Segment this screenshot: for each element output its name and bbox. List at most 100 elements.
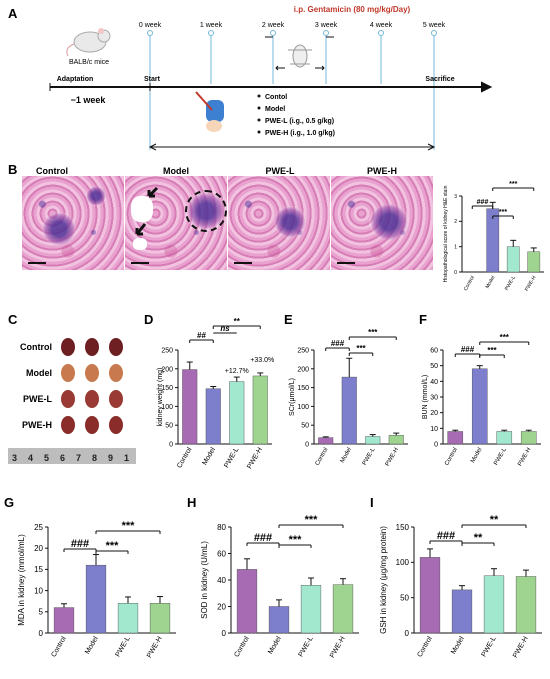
clipped-mouse-icon — [275, 44, 325, 71]
y-axis-label: kidney weight (mg) — [157, 368, 164, 427]
x-tick-label: Control — [233, 635, 251, 658]
y-tick-label: 20 — [217, 602, 226, 611]
week-2-label: 2 week — [262, 22, 285, 29]
panel-letter: G — [4, 495, 14, 510]
y-tick-label: 150 — [396, 523, 410, 532]
scale-bar — [28, 262, 46, 264]
x-tick-label: Model — [201, 446, 217, 466]
significance-label: *** — [122, 520, 136, 532]
y-tick-label: 20 — [430, 410, 438, 417]
y-tick-label: 150 — [161, 385, 173, 392]
ruler: 3 4 5 6 7 8 9 1 — [8, 448, 136, 464]
y-tick-label: 100 — [396, 558, 410, 567]
x-tick-label: PWE-L — [223, 446, 240, 469]
ruler-mark-4: 4 — [28, 453, 33, 463]
x-tick-label: Model — [450, 635, 466, 655]
bar — [483, 575, 505, 634]
bar — [365, 436, 381, 445]
y-tick-label: 50 — [301, 423, 309, 430]
bar — [520, 431, 537, 445]
panel-letter: D — [144, 312, 153, 327]
bar — [419, 557, 441, 634]
significance-label: ### — [254, 532, 272, 544]
ruler-mark-1: 1 — [124, 453, 129, 463]
y-tick-label: 40 — [217, 576, 226, 585]
x-tick-label: PWE-L — [504, 275, 517, 292]
week-3-label: 3 week — [315, 22, 338, 29]
significance-label: *** — [487, 346, 497, 355]
y-axis-label: SCr(μmol/L) — [289, 378, 296, 416]
chart-i: I 0 50 100 150 GSH in kidney (μg/mg protein) C… — [370, 495, 542, 659]
bar — [85, 564, 107, 634]
x-tick-label: Control — [444, 447, 459, 467]
significance-label: ### — [461, 345, 475, 354]
significance-label: *** — [289, 534, 303, 546]
bar — [527, 251, 541, 273]
panel-a: A i.p. Gentamicin (80 mg/kg/Day) 0 week … — [8, 5, 493, 151]
bar — [229, 381, 245, 445]
histology-image-pwel — [228, 176, 330, 270]
y-tick-label: 15 — [34, 565, 43, 574]
minus-week-label: −1 week — [71, 95, 107, 105]
histo-label-pweh: PWE-H — [367, 166, 397, 176]
y-axis-label: GSH in kidney (μg/mg protein) — [379, 526, 388, 634]
y-axis-label: SOD in kidney (U/mL) — [200, 541, 209, 619]
scale-bar — [131, 262, 149, 264]
x-tick-label: Control — [416, 635, 434, 658]
y-tick-label: 10 — [430, 426, 438, 433]
histology-image-control — [22, 176, 124, 270]
significance-label: ### — [71, 538, 89, 550]
x-tick-label: PWE-H — [329, 636, 347, 660]
bar — [506, 246, 520, 273]
percent-label: +33.0% — [250, 357, 274, 364]
ruler-mark-8: 8 — [92, 453, 97, 463]
significance-label: *** — [106, 540, 120, 552]
y-tick-label: 0 — [222, 629, 227, 638]
y-tick-label: 0 — [305, 441, 309, 448]
histology-image-pweh — [331, 176, 433, 270]
bar — [447, 431, 464, 445]
histology-image-model — [125, 176, 227, 270]
y-tick-label: 200 — [161, 366, 173, 373]
percent-label: +12.7% — [225, 368, 249, 375]
x-tick-label: Control — [315, 447, 330, 467]
x-tick-label: Control — [463, 275, 476, 292]
bar — [388, 435, 404, 445]
significance-label: ** — [490, 514, 499, 526]
bar — [318, 437, 334, 445]
x-tick-label: PWE-H — [146, 636, 164, 660]
ruler-mark-3: 3 — [12, 453, 17, 463]
y-tick-label: 30 — [430, 394, 438, 401]
kidney-photos — [61, 338, 123, 434]
x-tick-label: PWE-H — [524, 275, 538, 293]
kidney-row-pweh: PWE-H — [22, 420, 52, 430]
bar — [341, 376, 357, 445]
bar — [515, 576, 537, 634]
bar — [252, 375, 268, 445]
group-2: Model — [265, 106, 285, 113]
x-tick-label: Model — [470, 447, 483, 464]
scale-bar — [234, 262, 252, 264]
significance-label: *** — [499, 209, 507, 216]
group-1: Contol — [265, 94, 287, 101]
significance-label: ** — [474, 532, 483, 544]
x-tick-label: Model — [484, 275, 496, 290]
gavage-icon — [195, 91, 224, 132]
x-tick-label: Model — [340, 447, 353, 464]
y-tick-label: 20 — [34, 544, 43, 553]
bar — [451, 589, 473, 634]
significance-label: ** — [234, 317, 241, 326]
panel-b-letter: B — [8, 162, 17, 177]
y-tick-label: 50 — [165, 423, 173, 430]
chart-h: H 0 20 40 60 80 SOD in kidney (U/mL) Control Mod… — [187, 495, 359, 660]
week-5-label: 5 week — [423, 22, 446, 29]
chart-g: G 0 5 10 15 20 25 MDA in kidney (mmol/mL) Contro… — [4, 495, 176, 660]
chart-e: E 0 50 100 150 200 250 SCr(μmol/L) Control Model P… — [284, 312, 408, 467]
significance-label: ### — [477, 199, 489, 206]
y-tick-label: 80 — [217, 523, 226, 532]
panel-a-title: i.p. Gentamicin (80 mg/kg/Day) — [294, 5, 411, 14]
x-tick-label: Control — [50, 635, 68, 658]
bar — [53, 607, 75, 634]
y-tick-label: 0 — [434, 441, 438, 448]
y-axis-label: BUN (mmol/L) — [422, 375, 429, 419]
